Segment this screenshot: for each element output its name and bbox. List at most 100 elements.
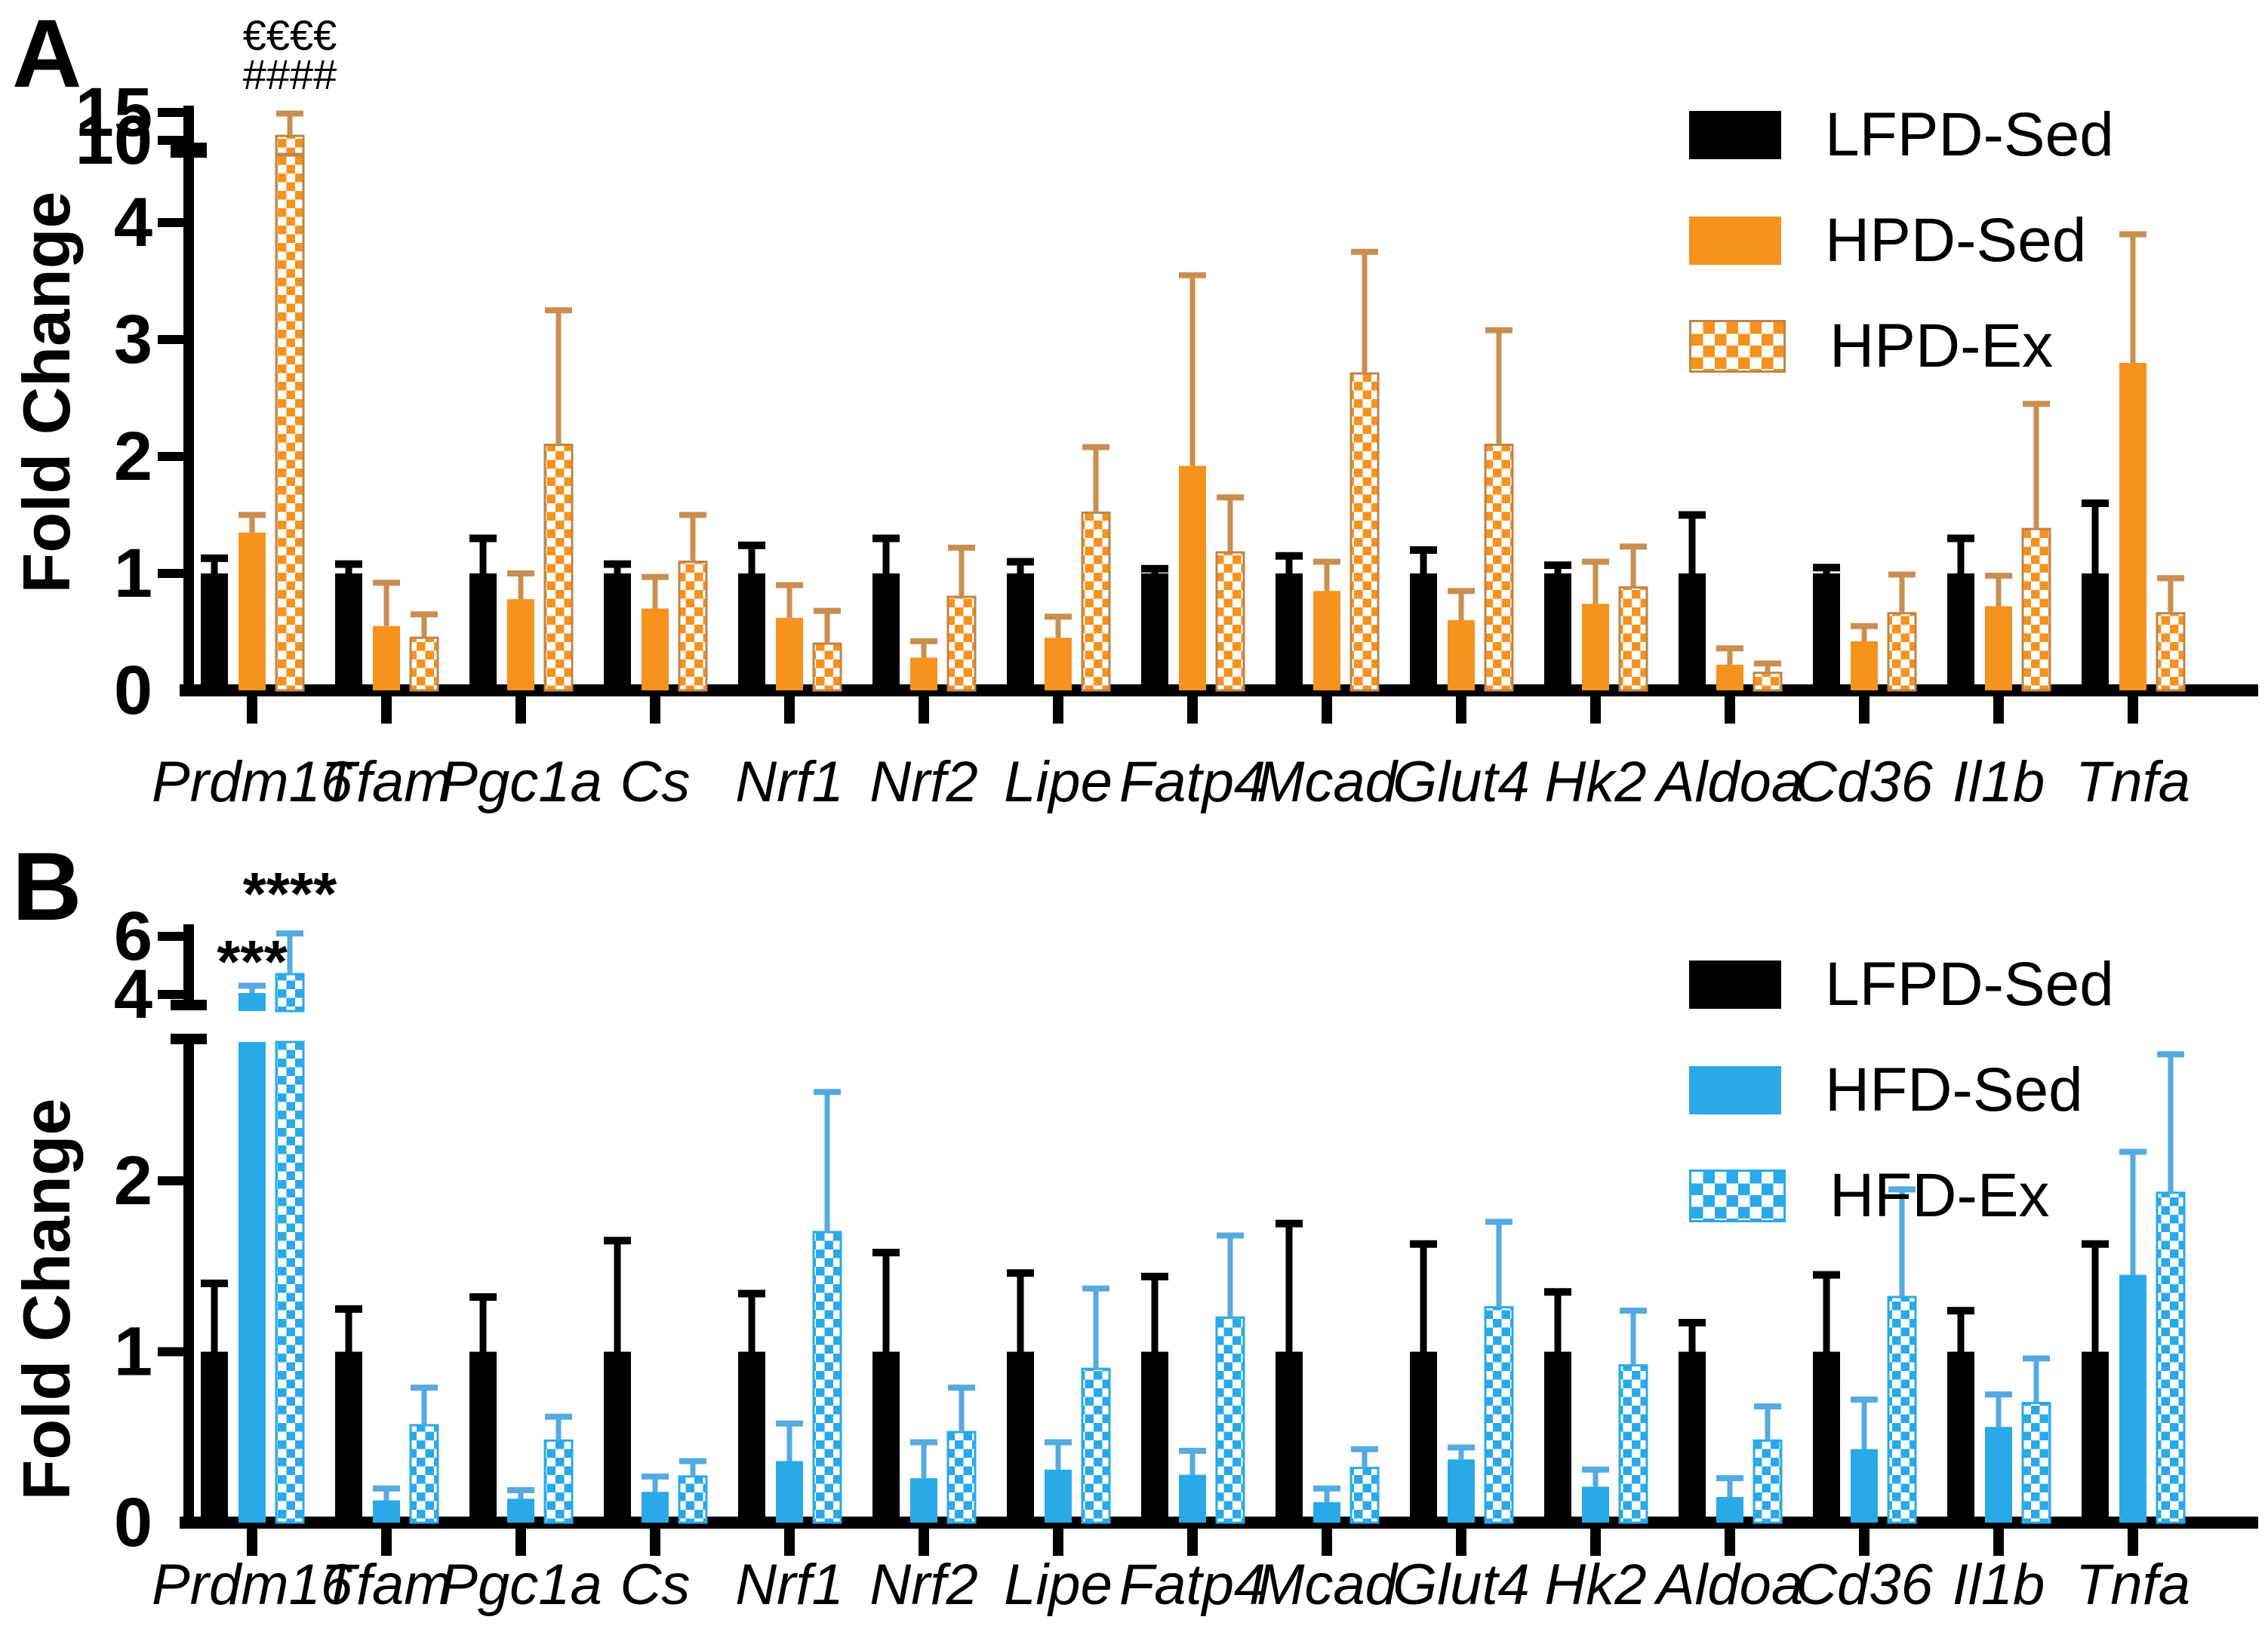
bar-Tnfa-LFPD-Sed xyxy=(2082,1351,2109,1523)
bar-Prdm16-HPD-Ex-upper xyxy=(275,134,305,155)
y-tick-label: 3 xyxy=(114,301,152,378)
bar-Tfam-HPD-Sed xyxy=(373,625,400,690)
y-tick-mark xyxy=(158,1347,183,1357)
annotation-Prdm16-2: €€€€ xyxy=(243,11,337,59)
bar-Hk2-HPD-Sed xyxy=(1582,604,1609,690)
y-tick-label: 4 xyxy=(114,184,152,261)
bar-Cd36-HPD-Ex xyxy=(1887,612,1917,692)
x-label-Tnfa: Tnfa xyxy=(2076,1553,2190,1617)
x-label-Nrf2: Nrf2 xyxy=(869,1553,978,1617)
bar-Il1b-LFPD-Sed xyxy=(1947,1351,1974,1523)
bar-Mcad-HFD-Ex xyxy=(1349,1467,1380,1524)
bar-Cs-HPD-Sed xyxy=(642,608,669,690)
x-tick-mark xyxy=(381,696,392,724)
x-label-Glut4: Glut4 xyxy=(1392,1553,1530,1617)
x-tick-mark xyxy=(919,696,929,724)
y-axis-lower-segment xyxy=(183,152,194,690)
bar-Nrf2-LFPD-Sed xyxy=(872,573,900,690)
y-tick-mark xyxy=(158,108,183,117)
legend-panel-b: LFPD-Sed HFD-Sed HFD-Ex xyxy=(1689,954,2114,1227)
legend-item-hpd-ex: HPD-Ex xyxy=(1689,315,2114,377)
bar-Aldoa-LFPD-Sed xyxy=(1679,1351,1706,1523)
bar-Tfam-HFD-Ex xyxy=(409,1424,439,1524)
bar-Cd36-LFPD-Sed xyxy=(1813,573,1840,690)
bar-Hk2-HFD-Sed xyxy=(1582,1486,1609,1523)
x-tick-mark xyxy=(784,696,795,724)
axis-break-lower-cap xyxy=(171,1034,207,1044)
x-tick-mark xyxy=(1322,696,1332,724)
x-label-Tfam: Tfam xyxy=(321,750,451,814)
legend-item-lfpd-sed: LFPD-Sed xyxy=(1689,954,2114,1016)
bar-Tfam-HFD-Sed xyxy=(373,1500,400,1523)
x-label-Cd36: Cd36 xyxy=(1796,750,1933,814)
bar-Fatp4-HPD-Ex xyxy=(1215,551,1245,692)
bar-Il1b-HPD-Ex xyxy=(2021,527,2051,692)
bar-Pgc1a-HFD-Sed xyxy=(507,1498,534,1523)
annotation-Prdm16-2: #### xyxy=(243,51,337,98)
legend-label: HPD-Sed xyxy=(1825,206,2087,275)
y-tick-mark xyxy=(158,569,183,578)
x-tick-mark xyxy=(784,1529,795,1556)
bar-Nrf1-HFD-Sed xyxy=(776,1461,803,1523)
axis-break-upper-cap xyxy=(171,1000,207,1010)
bar-Cs-LFPD-Sed xyxy=(604,573,631,690)
y-tick-label: 10 xyxy=(75,102,152,179)
bar-Pgc1a-HPD-Ex xyxy=(543,444,574,692)
bar-Aldoa-HPD-Ex xyxy=(1753,672,1783,692)
bar-Prdm16-HFD-Sed-lower xyxy=(238,1042,266,1523)
x-tick-mark xyxy=(1993,696,2004,724)
x-label-Pgc1a: Pgc1a xyxy=(439,1553,602,1617)
y-tick-label: 4 xyxy=(114,956,152,1033)
legend-item-lfpd-sed: LFPD-Sed xyxy=(1689,104,2114,166)
x-tick-mark xyxy=(247,696,257,724)
y-tick-label: 0 xyxy=(114,652,152,729)
bar-Il1b-HPD-Sed xyxy=(1985,606,2012,690)
bar-Cd36-LFPD-Sed xyxy=(1813,1351,1840,1523)
x-label-Cd36: Cd36 xyxy=(1796,1553,1933,1617)
panel-b-letter: B xyxy=(12,833,82,941)
bar-Aldoa-HFD-Sed xyxy=(1716,1497,1743,1523)
bar-Il1b-HFD-Sed xyxy=(1985,1427,2012,1523)
x-tick-mark xyxy=(1456,1529,1466,1556)
bar-Aldoa-HPD-Sed xyxy=(1716,664,1743,690)
bar-Fatp4-HPD-Sed xyxy=(1179,466,1206,690)
x-label-Nrf1: Nrf1 xyxy=(735,750,844,814)
x-label-Fatp4: Fatp4 xyxy=(1119,750,1266,814)
bar-Prdm16-HFD-Sed-upper xyxy=(238,993,266,1011)
y-tick-label: 15 xyxy=(75,74,152,151)
y-tick-mark xyxy=(158,136,183,145)
x-tick-mark xyxy=(1053,696,1063,724)
legend-label: HFD-Sed xyxy=(1825,1056,2083,1124)
x-label-Glut4: Glut4 xyxy=(1392,750,1530,814)
bar-Tfam-LFPD-Sed xyxy=(335,1351,362,1523)
annotation-Prdm16-1: *** xyxy=(217,928,288,995)
bar-Nrf1-HFD-Ex xyxy=(812,1231,842,1524)
x-label-Tnfa: Tnfa xyxy=(2076,750,2190,814)
legend-swatch-black-icon xyxy=(1689,960,1781,1009)
x-label-Prdm16: Prdm16 xyxy=(152,750,353,814)
x-tick-mark xyxy=(247,1529,257,1556)
bar-Tnfa-LFPD-Sed xyxy=(2082,573,2109,690)
x-label-Fatp4: Fatp4 xyxy=(1119,1553,1266,1617)
bar-Pgc1a-HPD-Sed xyxy=(507,599,534,690)
y-tick-mark xyxy=(158,990,183,999)
annotation-Prdm16-2: **** xyxy=(243,860,337,927)
x-tick-mark xyxy=(1725,696,1735,724)
legend-swatch-orange-icon xyxy=(1689,217,1781,265)
y-tick-label: 1 xyxy=(114,535,152,612)
x-label-Prdm16: Prdm16 xyxy=(152,1553,353,1617)
bar-Mcad-LFPD-Sed xyxy=(1276,573,1303,690)
x-tick-mark xyxy=(650,1529,660,1556)
x-tick-mark xyxy=(2128,1529,2138,1556)
x-tick-mark xyxy=(515,696,526,724)
y-axis-upper-segment xyxy=(183,106,194,148)
bar-Cs-HPD-Ex xyxy=(678,561,708,692)
x-label-Cs: Cs xyxy=(620,750,691,814)
bar-Cd36-HFD-Sed xyxy=(1851,1449,1878,1523)
x-label-Pgc1a: Pgc1a xyxy=(439,750,602,814)
x-label-Cs: Cs xyxy=(620,1553,691,1617)
y-tick-label: 1 xyxy=(114,1314,152,1391)
bar-Hk2-LFPD-Sed xyxy=(1544,573,1571,690)
panel-a-ylabel: Fold Change xyxy=(9,191,84,594)
bar-Glut4-HPD-Sed xyxy=(1448,620,1475,690)
